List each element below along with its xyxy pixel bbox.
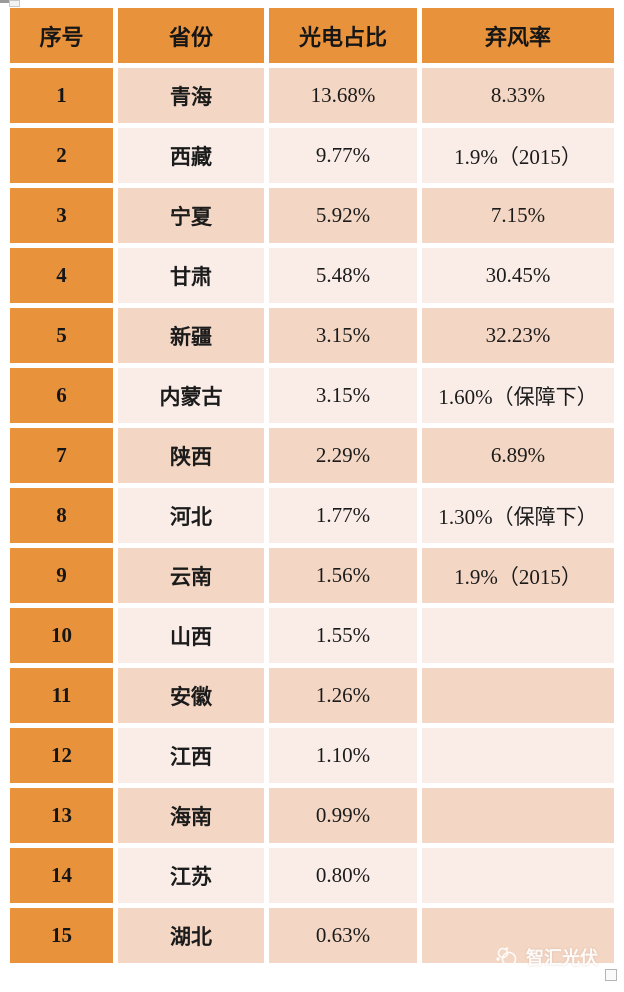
cell-province: 宁夏 bbox=[118, 188, 264, 243]
cell-pv-share: 1.55% bbox=[269, 608, 417, 663]
cell-province: 山西 bbox=[118, 608, 264, 663]
cell-wind-curtailment bbox=[422, 788, 614, 843]
cell-pv-share: 0.99% bbox=[269, 788, 417, 843]
cell-wind-curtailment: 1.60%（保障下） bbox=[422, 368, 614, 423]
table-row: 4 甘肃 5.48% 30.45% bbox=[10, 248, 614, 303]
cell-province: 江西 bbox=[118, 728, 264, 783]
table-row: 3 宁夏 5.92% 7.15% bbox=[10, 188, 614, 243]
cell-wind-curtailment bbox=[422, 728, 614, 783]
cell-pv-share: 1.56% bbox=[269, 548, 417, 603]
table-row: 7 陕西 2.29% 6.89% bbox=[10, 428, 614, 483]
cell-wind-curtailment: 1.30%（保障下） bbox=[422, 488, 614, 543]
cell-province: 新疆 bbox=[118, 308, 264, 363]
cell-province: 甘肃 bbox=[118, 248, 264, 303]
cell-serial-number: 13 bbox=[10, 788, 113, 843]
cell-pv-share: 1.10% bbox=[269, 728, 417, 783]
cell-serial-number: 11 bbox=[10, 668, 113, 723]
top-left-ui-fragment-box bbox=[9, 0, 20, 7]
cell-pv-share: 1.77% bbox=[269, 488, 417, 543]
table-row: 13 海南 0.99% bbox=[10, 788, 614, 843]
cell-province: 青海 bbox=[118, 68, 264, 123]
cell-province: 云南 bbox=[118, 548, 264, 603]
cell-province: 内蒙古 bbox=[118, 368, 264, 423]
province-pv-wind-table: 序号 省份 光电占比 弃风率 1 青海 13.68% 8.33% 2 西藏 9.77% 1.9… bbox=[5, 3, 619, 968]
cell-wind-curtailment: 32.23% bbox=[422, 308, 614, 363]
table-row: 6 内蒙古 3.15% 1.60%（保障下） bbox=[10, 368, 614, 423]
table-row: 12 江西 1.10% bbox=[10, 728, 614, 783]
table-row: 5 新疆 3.15% 32.23% bbox=[10, 308, 614, 363]
table-row: 2 西藏 9.77% 1.9%（2015） bbox=[10, 128, 614, 183]
cell-serial-number: 6 bbox=[10, 368, 113, 423]
cell-province: 湖北 bbox=[118, 908, 264, 963]
cell-wind-curtailment: 7.15% bbox=[422, 188, 614, 243]
header-wind-curtailment-rate: 弃风率 bbox=[422, 8, 614, 63]
cell-serial-number: 7 bbox=[10, 428, 113, 483]
cell-wind-curtailment bbox=[422, 608, 614, 663]
cell-wind-curtailment bbox=[422, 668, 614, 723]
cell-wind-curtailment: 8.33% bbox=[422, 68, 614, 123]
header-province: 省份 bbox=[118, 8, 264, 63]
cell-wind-curtailment bbox=[422, 908, 614, 963]
cell-province: 江苏 bbox=[118, 848, 264, 903]
cell-serial-number: 5 bbox=[10, 308, 113, 363]
header-row: 序号 省份 光电占比 弃风率 bbox=[10, 8, 614, 63]
cell-province: 陕西 bbox=[118, 428, 264, 483]
cell-wind-curtailment: 1.9%（2015） bbox=[422, 128, 614, 183]
cell-pv-share: 0.80% bbox=[269, 848, 417, 903]
table-row: 14 江苏 0.80% bbox=[10, 848, 614, 903]
cell-pv-share: 5.92% bbox=[269, 188, 417, 243]
header-serial-number: 序号 bbox=[10, 8, 113, 63]
cell-serial-number: 15 bbox=[10, 908, 113, 963]
cell-serial-number: 1 bbox=[10, 68, 113, 123]
cell-serial-number: 8 bbox=[10, 488, 113, 543]
table-row: 11 安徽 1.26% bbox=[10, 668, 614, 723]
cell-pv-share: 13.68% bbox=[269, 68, 417, 123]
cell-serial-number: 3 bbox=[10, 188, 113, 243]
cell-wind-curtailment bbox=[422, 848, 614, 903]
cell-pv-share: 0.63% bbox=[269, 908, 417, 963]
cell-wind-curtailment: 1.9%（2015） bbox=[422, 548, 614, 603]
cell-serial-number: 9 bbox=[10, 548, 113, 603]
cell-province: 河北 bbox=[118, 488, 264, 543]
cell-pv-share: 5.48% bbox=[269, 248, 417, 303]
cell-serial-number: 12 bbox=[10, 728, 113, 783]
cell-pv-share: 2.29% bbox=[269, 428, 417, 483]
cell-pv-share: 3.15% bbox=[269, 308, 417, 363]
table-row: 15 湖北 0.63% bbox=[10, 908, 614, 963]
header-pv-share: 光电占比 bbox=[269, 8, 417, 63]
cell-province: 海南 bbox=[118, 788, 264, 843]
table-row: 10 山西 1.55% bbox=[10, 608, 614, 663]
cell-pv-share: 1.26% bbox=[269, 668, 417, 723]
cell-pv-share: 3.15% bbox=[269, 368, 417, 423]
cell-pv-share: 9.77% bbox=[269, 128, 417, 183]
cell-serial-number: 14 bbox=[10, 848, 113, 903]
cell-wind-curtailment: 6.89% bbox=[422, 428, 614, 483]
table-row: 1 青海 13.68% 8.33% bbox=[10, 68, 614, 123]
cell-wind-curtailment: 30.45% bbox=[422, 248, 614, 303]
table-row: 8 河北 1.77% 1.30%（保障下） bbox=[10, 488, 614, 543]
bottom-right-square-icon[interactable] bbox=[605, 969, 617, 981]
cell-province: 安徽 bbox=[118, 668, 264, 723]
cell-serial-number: 10 bbox=[10, 608, 113, 663]
cell-serial-number: 2 bbox=[10, 128, 113, 183]
top-left-ui-fragment bbox=[0, 0, 15, 3]
cell-serial-number: 4 bbox=[10, 248, 113, 303]
table-row: 9 云南 1.56% 1.9%（2015） bbox=[10, 548, 614, 603]
cell-province: 西藏 bbox=[118, 128, 264, 183]
